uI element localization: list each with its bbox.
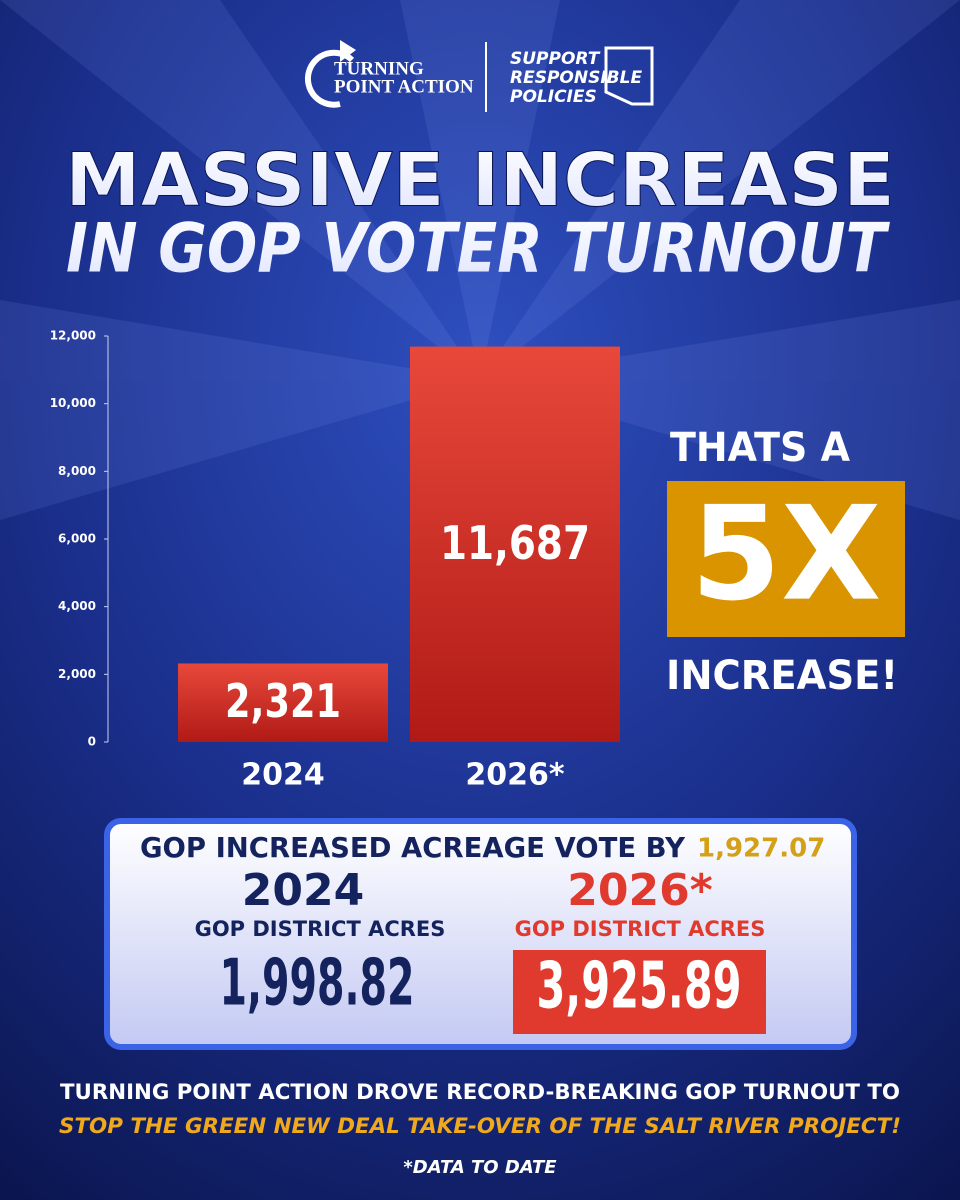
logo: TURNING POINT ACTION SUPPORT RESPONSIBLE… — [304, 40, 654, 112]
footer-text: TURNING POINT ACTION DROVE RECORD-BREAKI… — [60, 1080, 900, 1104]
callout-big: 5X — [691, 478, 882, 630]
stat-label: GOP DISTRICT ACRES — [515, 917, 766, 941]
rays — [0, 0, 960, 520]
y-tick-label: 0 — [88, 735, 96, 749]
footer-highlight: STOP THE GREEN NEW DEAL TAKE-OVER OF THE… — [59, 1114, 901, 1138]
title: MASSIVE INCREASE — [65, 138, 895, 224]
stat-year: 2024 — [242, 865, 364, 916]
stat-label: GOP DISTRICT ACRES — [195, 917, 446, 941]
bar — [410, 346, 620, 742]
logo-text: SUPPORT — [510, 49, 601, 69]
value-label: 2,321 — [225, 674, 341, 728]
logo-state — [604, 46, 654, 106]
logo-text: RESPONSIBLE — [510, 68, 642, 88]
chart: 0 2,000 4,000 6,000 8,000 10,000 12,000 2024 2,3… — [50, 329, 620, 793]
bar — [178, 663, 388, 742]
footer-note: *DATA TO DATE — [403, 1157, 557, 1178]
stat-value-box — [513, 950, 766, 1034]
logo-text: POLICIES — [510, 87, 597, 107]
y-tick-label: 10,000 — [50, 396, 96, 410]
y-tick-label: 2,000 — [58, 667, 96, 681]
logo-arrowhead — [340, 40, 356, 62]
y-tick-label: 6,000 — [58, 532, 96, 546]
logo-text: POINT ACTION — [334, 76, 474, 97]
callout-box — [667, 481, 905, 637]
x-tick-label: 2024 — [241, 758, 325, 793]
y-tick-label: 4,000 — [58, 599, 96, 613]
stat-value: 1,998.82 — [220, 947, 415, 1021]
stat-value: 3,925.89 — [537, 950, 742, 1024]
subtitle: IN GOP VOTER TURNOUT — [66, 210, 890, 289]
y-tick-label: 8,000 — [58, 464, 96, 478]
x-tick-label: 2026* — [465, 758, 564, 793]
y-tick-label: 12,000 — [50, 329, 96, 343]
stat-year: 2026* — [567, 865, 712, 916]
callout-text: INCREASE! — [666, 653, 898, 699]
logo-arrow — [304, 49, 355, 108]
logo-text: TURNING — [334, 58, 424, 79]
stats-heading: GOP INCREASED ACREAGE VOTE BY — [140, 831, 686, 864]
stats-heading-value: 1,927.07 — [697, 834, 825, 864]
value-label: 11,687 — [440, 516, 590, 570]
callout-text: THATS A — [670, 425, 850, 471]
